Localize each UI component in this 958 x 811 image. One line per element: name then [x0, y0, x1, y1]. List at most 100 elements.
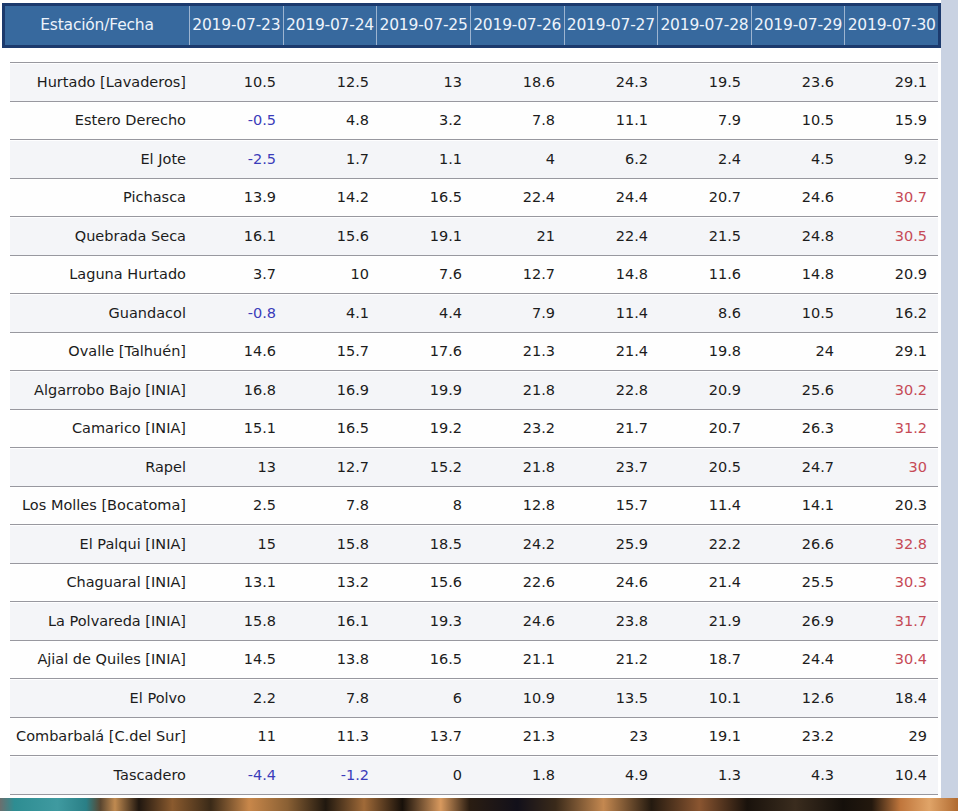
value-cell: 10.5: [752, 305, 845, 321]
value-cell: 2.4: [659, 151, 752, 167]
value-cell: 25.6: [752, 382, 845, 398]
value-cell: 16.5: [380, 651, 473, 667]
station-cell: Chaguaral [INIA]: [10, 574, 194, 590]
value-cell: 31.2: [845, 420, 938, 436]
value-cell: 21.8: [473, 459, 566, 475]
value-cell: 16.2: [845, 305, 938, 321]
value-cell: 13.2: [287, 574, 380, 590]
header-station-column: Estación/Fecha: [5, 6, 189, 45]
table-row: Tascadero-4.4-1.201.84.91.34.310.4: [10, 755, 938, 794]
value-cell: 10.9: [473, 690, 566, 706]
value-cell: 15.2: [380, 459, 473, 475]
value-cell: 18.6: [473, 74, 566, 90]
value-cell: 10: [287, 266, 380, 282]
value-cell: 18.5: [380, 536, 473, 552]
value-cell: 13: [380, 74, 473, 90]
value-cell: 7.8: [473, 112, 566, 128]
station-cell: Tascadero: [10, 767, 194, 783]
value-cell: 6.2: [566, 151, 659, 167]
value-cell: 10.4: [845, 767, 938, 783]
value-cell: 19.1: [659, 728, 752, 744]
value-cell: 3.2: [380, 112, 473, 128]
header-date-cell: 2019-07-28: [657, 6, 751, 45]
background-photo-strip: [0, 798, 958, 811]
value-cell: 12.6: [752, 690, 845, 706]
value-cell: 21.3: [473, 343, 566, 359]
value-cell: 20.7: [659, 189, 752, 205]
value-cell: 21.1: [473, 651, 566, 667]
header-date-cell: 2019-07-24: [283, 6, 377, 45]
value-cell: 32.8: [845, 536, 938, 552]
value-cell: 14.2: [287, 189, 380, 205]
table-row: Pichasca13.914.216.522.424.420.724.630.7: [10, 178, 938, 217]
station-cell: Rapel: [10, 459, 194, 475]
value-cell: 15.6: [287, 228, 380, 244]
value-cell: 19.1: [380, 228, 473, 244]
value-cell: 8: [380, 497, 473, 513]
value-cell: 21: [473, 228, 566, 244]
value-cell: 21.8: [473, 382, 566, 398]
table-row: Quebrada Seca16.115.619.12122.421.524.83…: [10, 216, 938, 255]
station-cell: La Polvareda [INIA]: [10, 613, 194, 629]
table-row: Guandacol-0.84.14.47.911.48.610.516.2: [10, 293, 938, 332]
value-cell: 14.1: [752, 497, 845, 513]
value-cell: 11.3: [287, 728, 380, 744]
value-cell: 20.7: [659, 420, 752, 436]
value-cell: 24.7: [752, 459, 845, 475]
value-cell: 24.4: [752, 651, 845, 667]
value-cell: 23.2: [752, 728, 845, 744]
value-cell: 4.9: [566, 767, 659, 783]
value-cell: 23.8: [566, 613, 659, 629]
value-cell: 20.5: [659, 459, 752, 475]
value-cell: 2.5: [194, 497, 287, 513]
table-row: Algarrobo Bajo [INIA]16.816.919.921.822.…: [10, 370, 938, 409]
table-row: Ovalle [Talhuén]14.615.717.621.321.419.8…: [10, 332, 938, 371]
value-cell: -1.2: [287, 767, 380, 783]
value-cell: 21.3: [473, 728, 566, 744]
value-cell: 15.1: [194, 420, 287, 436]
table-row: Ajial de Quiles [INIA]14.513.816.521.121…: [10, 640, 938, 679]
value-cell: -0.8: [194, 305, 287, 321]
value-cell: 0: [380, 767, 473, 783]
value-cell: 30.4: [845, 651, 938, 667]
value-cell: 24.3: [566, 74, 659, 90]
value-cell: 1.3: [659, 767, 752, 783]
station-cell: Quebrada Seca: [10, 228, 194, 244]
value-cell: 24.2: [473, 536, 566, 552]
value-cell: 21.7: [566, 420, 659, 436]
value-cell: 14.5: [194, 651, 287, 667]
header-date-cell: 2019-07-29: [751, 6, 845, 45]
table-row: Chaguaral [INIA]13.113.215.622.624.621.4…: [10, 563, 938, 602]
value-cell: 24.4: [566, 189, 659, 205]
station-cell: Ajial de Quiles [INIA]: [10, 651, 194, 667]
value-cell: -2.5: [194, 151, 287, 167]
value-cell: 29.1: [845, 343, 938, 359]
value-cell: 4.5: [752, 151, 845, 167]
value-cell: 7.9: [473, 305, 566, 321]
value-cell: 1.7: [287, 151, 380, 167]
value-cell: 23.6: [752, 74, 845, 90]
value-cell: 16.9: [287, 382, 380, 398]
value-cell: 19.2: [380, 420, 473, 436]
value-cell: 21.4: [566, 343, 659, 359]
value-cell: 16.5: [287, 420, 380, 436]
value-cell: 19.5: [659, 74, 752, 90]
value-cell: 29: [845, 728, 938, 744]
value-cell: 17.6: [380, 343, 473, 359]
value-cell: 30.3: [845, 574, 938, 590]
value-cell: 15.9: [845, 112, 938, 128]
value-cell: 4.8: [287, 112, 380, 128]
value-cell: 10.1: [659, 690, 752, 706]
value-cell: 12.8: [473, 497, 566, 513]
value-cell: 10.5: [752, 112, 845, 128]
station-cell: El Jote: [10, 151, 194, 167]
table-row: Laguna Hurtado3.7107.612.714.811.614.820…: [10, 255, 938, 294]
value-cell: 26.3: [752, 420, 845, 436]
value-cell: 14.8: [566, 266, 659, 282]
value-cell: -4.4: [194, 767, 287, 783]
table-row: El Palqui [INIA]1515.818.524.225.922.226…: [10, 524, 938, 563]
station-cell: Los Molles [Bocatoma]: [10, 497, 194, 513]
value-cell: 31.7: [845, 613, 938, 629]
value-cell: 21.2: [566, 651, 659, 667]
value-cell: 12.5: [287, 74, 380, 90]
